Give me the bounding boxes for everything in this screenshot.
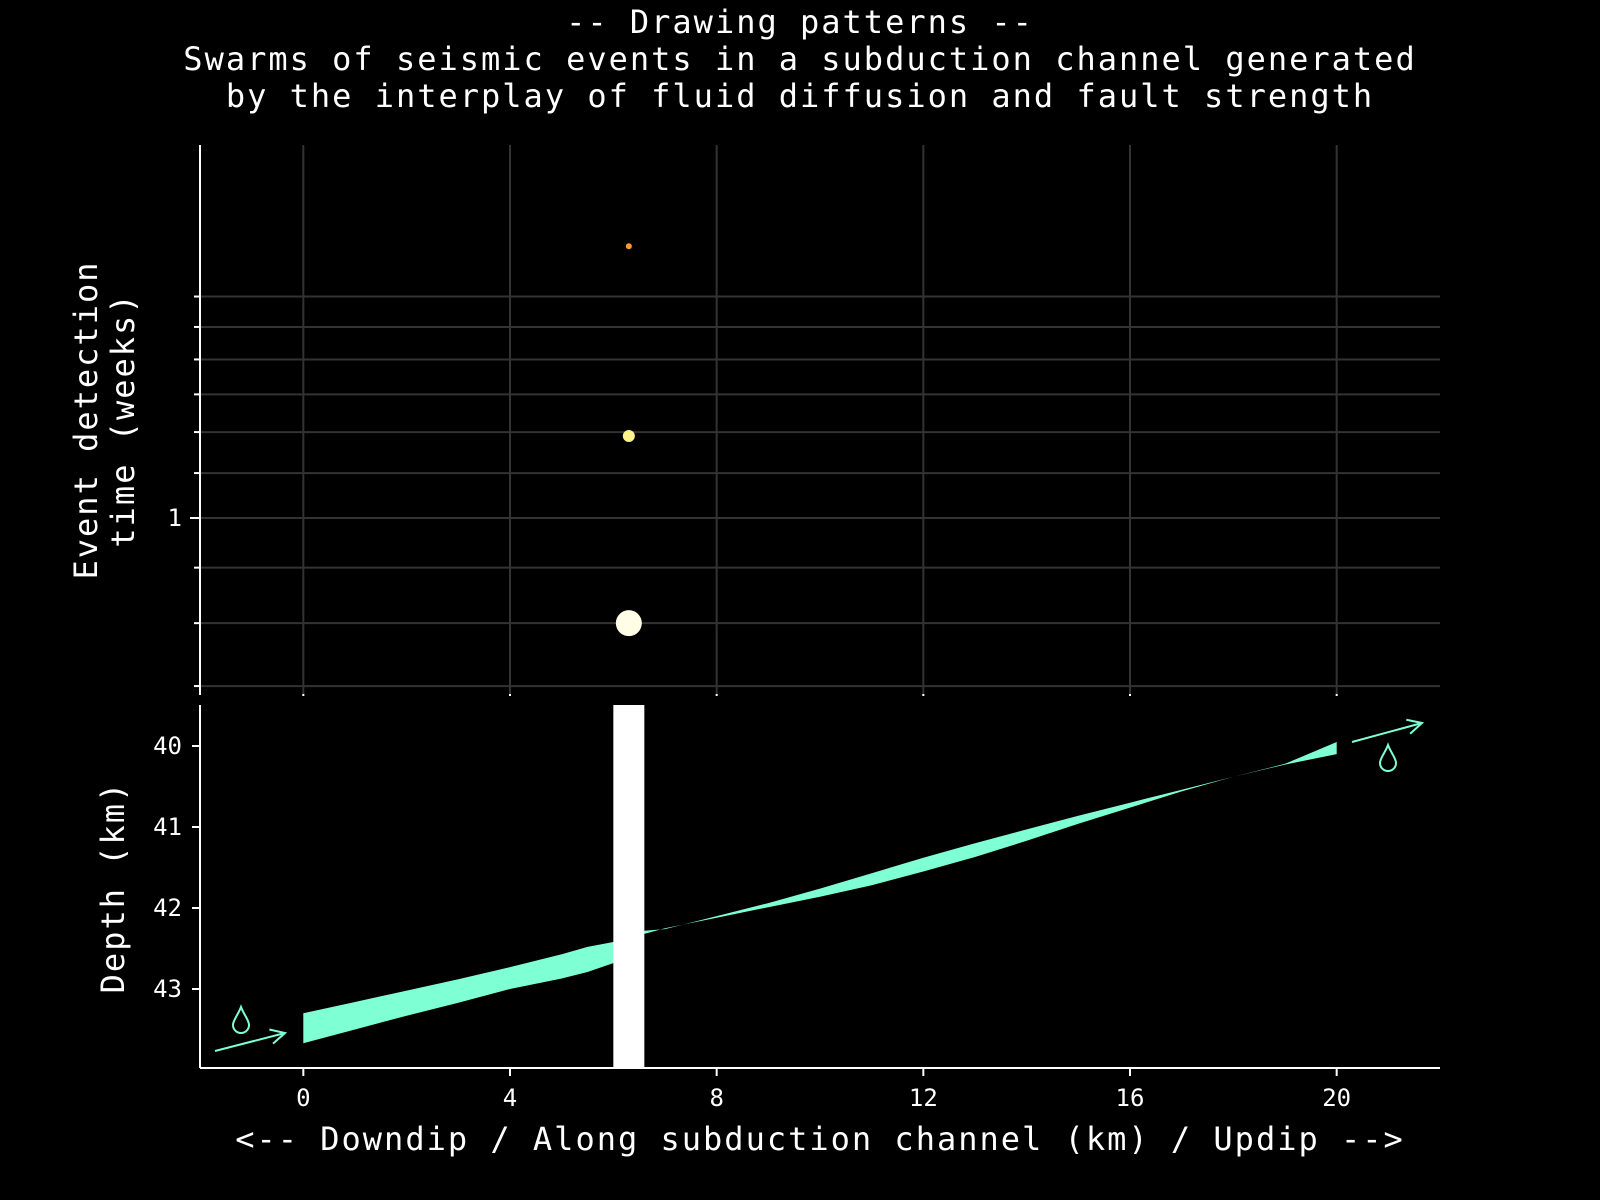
chart-title-line-1: -- Drawing patterns -- xyxy=(566,3,1034,41)
arrow-icon xyxy=(214,1032,286,1052)
fluid-icons xyxy=(214,718,1425,1052)
bottom-x-tick-label: 0 xyxy=(296,1084,310,1112)
bottom-panel-axes: 40 41 42 43 0 4 8 12 16 20 xyxy=(153,705,1440,1112)
chart-title-line-3: by the interplay of fluid diffusion and … xyxy=(225,77,1375,115)
subduction-channel xyxy=(303,742,1337,1044)
droplet-icon xyxy=(231,1004,251,1034)
event-point xyxy=(625,243,632,250)
bottom-y-tick-label: 43 xyxy=(153,975,182,1003)
bottom-x-tick-label: 8 xyxy=(709,1084,723,1112)
bottom-x-axis-label: <-- Downdip / Along subduction channel (… xyxy=(235,1120,1405,1158)
bottom-x-tick-label: 16 xyxy=(1116,1084,1145,1112)
bottom-panel-plot xyxy=(303,705,1337,1068)
bottom-y-tick-label: 42 xyxy=(153,894,182,922)
bottom-y-tick-label: 40 xyxy=(153,732,182,760)
chart-title-block: -- Drawing patterns -- Swarms of seismic… xyxy=(0,4,1600,115)
top-y-axis-label-line-1: Event detection xyxy=(67,261,105,580)
axis-labels: Event detection time (weeks) Depth (km) <--… xyxy=(67,261,1405,1158)
top-panel-grid xyxy=(200,145,1440,695)
top-y-axis-label-line-2: time (weeks) xyxy=(104,292,142,547)
arrow-icon xyxy=(1351,722,1423,743)
event-point xyxy=(615,610,642,637)
arrow-head-icon xyxy=(1406,718,1425,735)
chart-title-line-2: Swarms of seismic events in a subduction… xyxy=(183,40,1417,78)
arrow-head-icon xyxy=(269,1028,288,1045)
event-point xyxy=(622,430,635,443)
bottom-x-tick-label: 20 xyxy=(1322,1084,1351,1112)
bottom-y-axis-label: Depth (km) xyxy=(94,781,132,994)
bottom-y-tick-label: 41 xyxy=(153,813,182,841)
bottom-x-tick-label: 12 xyxy=(909,1084,938,1112)
top-y-tick-label: 1 xyxy=(168,504,182,532)
droplet-icon xyxy=(1378,742,1398,772)
fault-band xyxy=(613,705,645,1068)
top-panel-axes: 1 xyxy=(168,145,1338,696)
top-panel-points xyxy=(615,243,642,637)
bottom-x-tick-label: 4 xyxy=(503,1084,517,1112)
